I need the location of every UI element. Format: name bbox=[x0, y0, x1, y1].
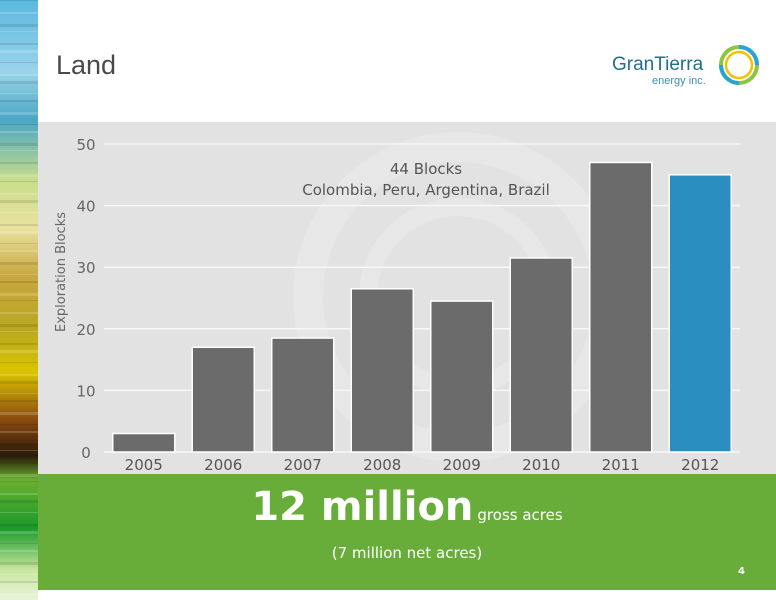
logo-subtitle: energy inc. bbox=[652, 75, 706, 87]
x-tick-label: 2012 bbox=[681, 456, 719, 474]
chart-annotation-line1: 44 Blocks bbox=[390, 160, 462, 178]
x-tick-label: 2010 bbox=[522, 456, 560, 474]
exploration-blocks-bar-chart: 0 10 20 30 40 50 2005 2006 2007 2008 2009 2010 2011… bbox=[54, 132, 740, 474]
y-tick-label: 30 bbox=[76, 259, 95, 277]
y-tick-label: 10 bbox=[76, 382, 95, 400]
y-tick-label: 0 bbox=[81, 444, 91, 462]
bar-2012 bbox=[668, 174, 733, 453]
company-logo: GranTierra energy inc. bbox=[612, 40, 762, 92]
bar-2005 bbox=[111, 432, 176, 453]
net-acres-note: (7 million net acres) bbox=[331, 544, 483, 562]
logo-wordmark: GranTierra bbox=[612, 54, 704, 75]
acreage-headline: 12 million gross acres bbox=[38, 484, 776, 530]
chart-annotation-line2: Colombia, Peru, Argentina, Brazil bbox=[302, 181, 550, 199]
bar-2007 bbox=[270, 337, 335, 453]
headline-unit: gross acres bbox=[477, 506, 563, 524]
summary-band bbox=[38, 474, 776, 590]
decorative-color-stripe bbox=[0, 0, 38, 600]
page-number: 4 bbox=[738, 566, 745, 577]
x-tick-label: 2007 bbox=[284, 456, 322, 474]
x-tick-label: 2009 bbox=[443, 456, 481, 474]
x-tick-label: 2005 bbox=[125, 456, 163, 474]
x-tick-label: 2011 bbox=[602, 456, 640, 474]
bar-2009 bbox=[429, 300, 494, 453]
x-tick-label: 2006 bbox=[204, 456, 242, 474]
bar-2006 bbox=[191, 346, 256, 453]
bar-2008 bbox=[350, 288, 415, 453]
y-axis-label: Exploration Blocks bbox=[54, 212, 69, 332]
headline-value: 12 million bbox=[251, 484, 474, 530]
y-tick-label: 50 bbox=[76, 136, 95, 154]
y-tick-label: 20 bbox=[76, 321, 95, 339]
y-tick-label: 40 bbox=[76, 198, 95, 216]
bottom-margin bbox=[38, 590, 776, 600]
slide-title: Land bbox=[56, 50, 117, 80]
x-tick-label: 2008 bbox=[363, 456, 401, 474]
bar-2011 bbox=[588, 161, 653, 453]
logo-ring-icon bbox=[719, 45, 759, 85]
bar-2010 bbox=[509, 257, 574, 453]
